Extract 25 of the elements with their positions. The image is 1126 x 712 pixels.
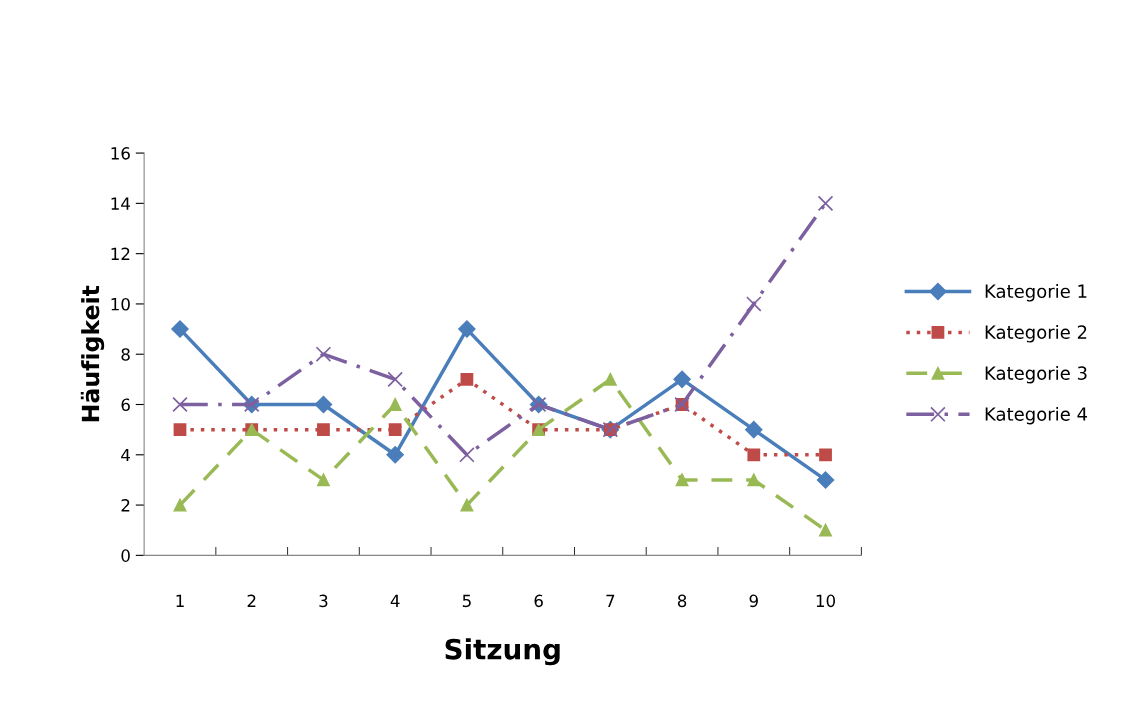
y-tick-label: 10 (111, 297, 130, 311)
y-tick-label: 4 (121, 448, 130, 462)
y-tick-label: 12 (111, 247, 130, 260)
y-tick-label: 8 (121, 348, 130, 361)
x-axis-title: Sitzung (445, 638, 560, 666)
y-tick-label: 0 (121, 549, 130, 562)
legend-label: Kategorie 3 (985, 365, 1087, 384)
x-tick-label: 10 (816, 594, 836, 608)
x-tick-label: 1 (176, 594, 184, 607)
y-tick-label: 2 (121, 499, 130, 512)
y-tick-label: 6 (121, 398, 130, 412)
y-tick-label: 14 (111, 197, 130, 210)
x-tick-label: 2 (247, 594, 256, 607)
x-tick-label: 6 (534, 594, 543, 608)
x-tick-label: 3 (319, 594, 328, 608)
x-tick-label: 7 (606, 594, 615, 607)
y-tick-label: 16 (111, 147, 130, 160)
legend-label: Kategorie 1 (985, 284, 1087, 302)
x-tick-label: 5 (462, 594, 471, 608)
x-tick-label: 4 (390, 594, 400, 607)
y-axis-title: Häufigkeit (80, 285, 105, 422)
x-tick-label: 8 (677, 594, 687, 608)
legend-label: Kategorie 4 (985, 406, 1088, 425)
legend-label: Kategorie 2 (985, 325, 1087, 343)
x-tick-label: 9 (749, 594, 758, 608)
